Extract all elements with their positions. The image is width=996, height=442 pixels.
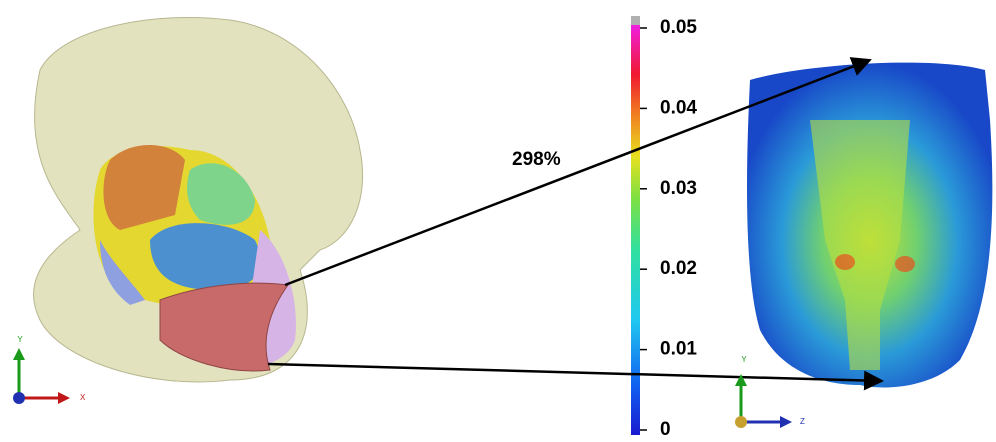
tick-label: 0.03 [660,178,697,199]
colorbar-cap [631,16,640,25]
tick-label: 0.01 [660,339,697,360]
tick-label: 0.02 [660,258,697,279]
tick-label: 0.04 [660,97,697,118]
page: {"annotation":"298%", "colorbar":{"lim":… [0,0,996,437]
figure: 0 0.01 0.02 0.03 0.04 0.05 298% Y X Y Z [0,0,996,437]
tick-label: 0 [660,419,671,437]
left-model [34,17,363,381]
axis-label: X [80,393,86,402]
axis-label: Y [741,355,747,364]
tick-label: 0.05 [660,17,697,38]
axis-label: Y [17,335,23,344]
arrow [268,364,882,381]
annotation: 298% [512,149,561,170]
axis-label: Z [800,417,805,426]
right-model [747,63,992,388]
